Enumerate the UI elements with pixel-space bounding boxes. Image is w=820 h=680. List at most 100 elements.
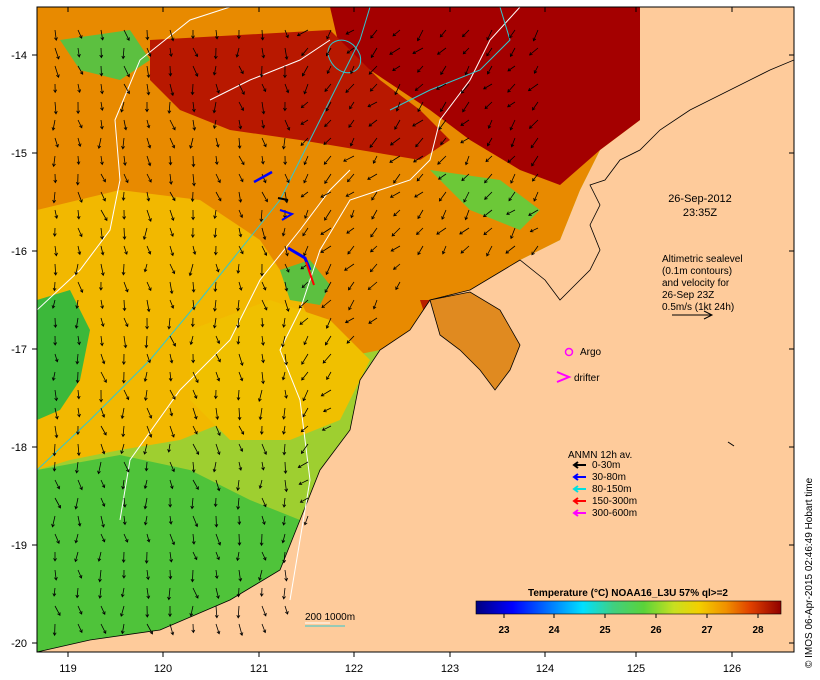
velocity-arrow	[192, 173, 196, 187]
velocity-arrow	[123, 335, 128, 349]
velocity-arrow	[143, 497, 148, 510]
velocity-arrow	[237, 137, 242, 149]
sst-cool-green-2	[37, 290, 90, 420]
velocity-arrow	[510, 227, 516, 240]
velocity-arrow	[76, 425, 80, 436]
velocity-arrow	[237, 533, 242, 546]
anmn-legend-arrow-icon	[572, 509, 586, 517]
velocity-arrow	[238, 209, 243, 219]
time-label: 23:35Z	[683, 207, 718, 219]
velocity-arrow	[320, 227, 332, 235]
velocity-arrow	[282, 497, 287, 508]
velocity-arrow	[214, 515, 219, 528]
colorbar-tick-label: 28	[752, 625, 764, 636]
velocity-arrow	[485, 155, 493, 163]
velocity-arrow	[191, 209, 195, 221]
velocity-arrow	[51, 515, 56, 528]
velocity-arrow	[260, 155, 265, 165]
velocity-arrow	[532, 29, 539, 42]
velocity-arrow	[52, 155, 56, 168]
drifter-label: drifter	[574, 373, 600, 384]
velocity-arrow	[191, 353, 196, 364]
velocity-arrow	[168, 497, 173, 508]
velocity-arrow	[100, 533, 106, 543]
velocity-arrow	[370, 29, 378, 39]
velocity-arrow	[120, 443, 125, 455]
anmn-legend-arrow-icon	[572, 461, 586, 469]
velocity-arrow	[192, 425, 198, 435]
velocity-arrow	[146, 587, 151, 600]
colorbar-tick-label: 26	[650, 625, 662, 636]
velocity-arrow	[54, 605, 61, 616]
velocity-arrow	[326, 65, 332, 74]
velocity-arrow	[146, 155, 152, 167]
velocity-arrow	[238, 227, 243, 238]
velocity-arrow	[238, 371, 244, 382]
velocity-arrow	[238, 425, 245, 435]
sealevel-note-line: 0.5m/s (1kt 24h)	[662, 302, 734, 313]
velocity-arrow	[100, 479, 106, 489]
velocity-arrow	[236, 479, 240, 491]
velocity-arrow	[236, 335, 241, 345]
velocity-arrow	[371, 209, 378, 220]
credit-text: © IMOS 06-Apr-2015 02:46:49 Hobart time	[804, 477, 815, 668]
velocity-arrow	[167, 587, 171, 601]
velocity-arrow	[395, 101, 401, 112]
velocity-arrow	[168, 606, 172, 618]
velocity-arrow	[325, 317, 332, 329]
velocity-arrow	[509, 29, 516, 39]
colorbar-title: Temperature (°C) NOAA16_L3U 57% ql>=2	[528, 588, 728, 599]
velocity-arrow	[192, 587, 199, 599]
velocity-arrow	[54, 245, 58, 257]
velocity-arrow	[168, 515, 173, 525]
velocity-arrow	[510, 137, 516, 148]
velocity-arrow	[212, 461, 217, 473]
velocity-arrow	[238, 119, 243, 130]
velocity-arrow	[54, 497, 61, 509]
velocity-arrow	[321, 425, 332, 431]
velocity-arrow	[282, 515, 286, 526]
velocity-arrow	[212, 101, 217, 114]
velocity-arrow	[325, 101, 332, 112]
velocity-arrow	[213, 497, 218, 508]
velocity-arrow	[297, 461, 309, 468]
velocity-arrow	[464, 65, 470, 76]
velocity-arrow	[261, 191, 268, 203]
velocity-arrow	[215, 587, 220, 599]
velocity-arrow	[417, 29, 424, 42]
velocity-arrow	[238, 155, 245, 166]
velocity-arrow	[213, 245, 218, 256]
velocity-arrow	[238, 569, 243, 582]
velocity-arrow	[189, 605, 194, 617]
velocity-arrow	[487, 65, 493, 75]
velocity-arrow	[123, 155, 127, 166]
velocity-arrow	[192, 407, 198, 420]
velocity-arrow	[417, 65, 424, 73]
velocity-arrow	[120, 101, 125, 113]
velocity-arrow	[168, 569, 173, 580]
velocity-arrow	[348, 281, 355, 291]
velocity-arrow	[281, 227, 286, 237]
velocity-arrow	[393, 209, 401, 217]
velocity-arrow	[54, 407, 59, 420]
velocity-arrow	[167, 317, 172, 330]
velocity-arrow	[532, 101, 539, 111]
velocity-arrow	[212, 119, 217, 130]
velocity-arrow	[533, 65, 539, 74]
land-kimberley	[37, 7, 794, 652]
velocity-arrow	[261, 83, 267, 93]
velocity-arrow	[100, 371, 107, 383]
velocity-arrow	[460, 119, 470, 126]
velocity-arrow	[54, 479, 61, 490]
velocity-arrow	[169, 425, 175, 438]
velocity-arrow	[98, 569, 102, 583]
velocity-arrow	[100, 317, 105, 328]
velocity-arrow	[192, 479, 199, 490]
velocity-arrow	[389, 155, 401, 163]
velocity-arrow	[282, 443, 287, 456]
velocity-arrow	[392, 29, 401, 37]
velocity-arrow	[100, 623, 107, 635]
velocity-arrow	[53, 552, 57, 562]
velocity-arrow	[146, 281, 152, 292]
velocity-arrow	[284, 245, 289, 257]
